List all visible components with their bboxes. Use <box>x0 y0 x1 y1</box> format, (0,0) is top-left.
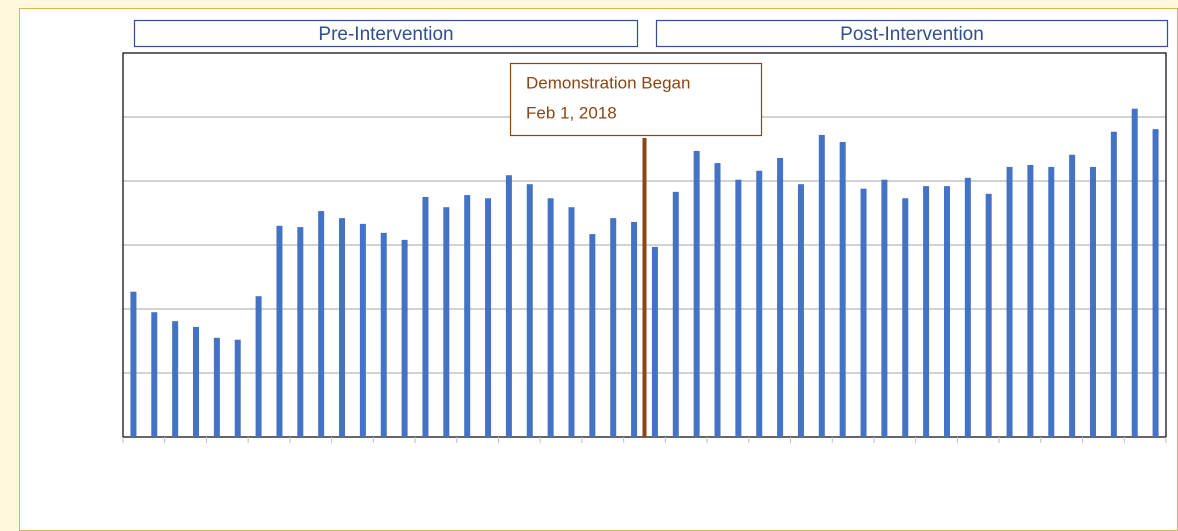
bar <box>1152 129 1159 437</box>
bar <box>1048 166 1055 438</box>
header-label: Post-Intervention <box>840 24 984 45</box>
bar <box>568 207 575 437</box>
bar <box>422 197 429 437</box>
bar <box>485 198 492 437</box>
bar <box>505 175 512 438</box>
bar <box>464 195 471 437</box>
bar <box>1069 154 1076 437</box>
bar <box>526 184 533 437</box>
bar <box>1089 166 1096 438</box>
bar <box>130 291 137 437</box>
annotation-text: Feb 1, 2018 <box>526 103 617 122</box>
annotation-box <box>509 62 763 137</box>
bar <box>318 211 325 437</box>
bar <box>610 218 617 437</box>
bar <box>651 246 658 437</box>
bar <box>589 234 596 437</box>
bar <box>964 177 971 438</box>
bar <box>401 239 408 437</box>
bar <box>839 141 846 437</box>
bar <box>985 193 992 437</box>
bar <box>1006 166 1013 438</box>
bar <box>359 223 366 437</box>
bar <box>547 198 554 437</box>
bar <box>276 225 283 437</box>
bar <box>923 186 930 437</box>
bar <box>234 339 241 437</box>
bar <box>172 321 179 437</box>
bar <box>943 186 950 437</box>
bar <box>443 207 450 437</box>
bar <box>1027 165 1034 437</box>
bar <box>255 296 262 437</box>
bar <box>777 157 784 437</box>
bar <box>693 150 700 438</box>
bar <box>193 326 200 437</box>
bar <box>339 218 346 437</box>
bar <box>1131 108 1138 438</box>
header-box <box>133 19 639 48</box>
bar <box>756 170 763 437</box>
bar <box>714 163 721 437</box>
bar <box>860 188 867 437</box>
bar <box>297 227 304 437</box>
bar <box>818 134 825 438</box>
header-label: Pre-Intervention <box>318 24 453 45</box>
bar <box>1110 131 1117 437</box>
bar <box>151 312 158 437</box>
bar <box>213 337 220 437</box>
bar <box>735 179 742 437</box>
bar <box>797 184 804 437</box>
annotation-text: Demonstration Began <box>526 73 690 92</box>
header-box <box>655 19 1169 48</box>
bar <box>672 191 679 437</box>
bar <box>380 232 387 437</box>
bar <box>631 221 638 437</box>
bar <box>881 179 888 437</box>
bar <box>902 198 909 437</box>
